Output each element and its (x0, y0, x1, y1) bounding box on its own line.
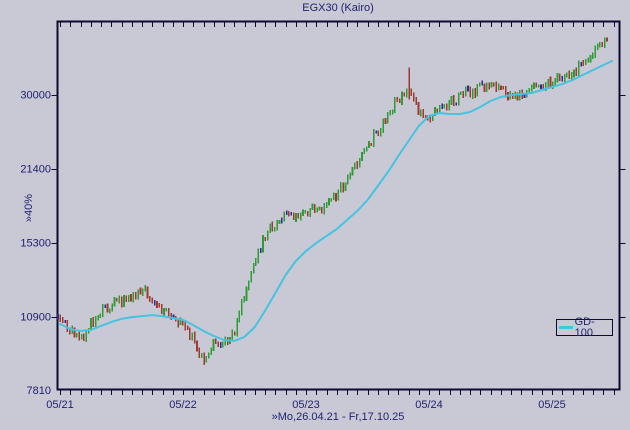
svg-text:05/21: 05/21 (46, 399, 74, 411)
svg-text:30000: 30000 (20, 90, 51, 102)
legend-box[interactable]: GD-100 (556, 315, 613, 339)
svg-text:05/25: 05/25 (538, 399, 566, 411)
ma-line (59, 60, 613, 342)
chart-title: EGX30 (Kairo) (302, 2, 374, 14)
y-tick-labels: 7810 10900 15300 21400 30000 (20, 90, 51, 397)
x-minor-ticks (59, 22, 616, 395)
ma-line-swatch-icon (559, 326, 573, 329)
svg-text:05/23: 05/23 (292, 399, 320, 411)
plot-border (56, 20, 621, 391)
svg-text:7810: 7810 (27, 385, 51, 397)
date-range-label: »Mo,26.04.21 - Fr,17.10.25 (271, 411, 405, 423)
y-ticks (51, 94, 626, 319)
svg-text:05/24: 05/24 (415, 399, 443, 411)
svg-text:05/22: 05/22 (169, 399, 197, 411)
svg-text:10900: 10900 (20, 312, 51, 324)
y-axis-scale-label: »40% (23, 193, 35, 223)
legend-label: GD-100 (574, 315, 595, 339)
svg-text:15300: 15300 (20, 237, 51, 249)
x-tick-labels: 05/21 05/22 05/23 05/24 05/25 (46, 399, 566, 411)
svg-text:21400: 21400 (20, 164, 51, 176)
plot-area[interactable] (58, 22, 620, 390)
